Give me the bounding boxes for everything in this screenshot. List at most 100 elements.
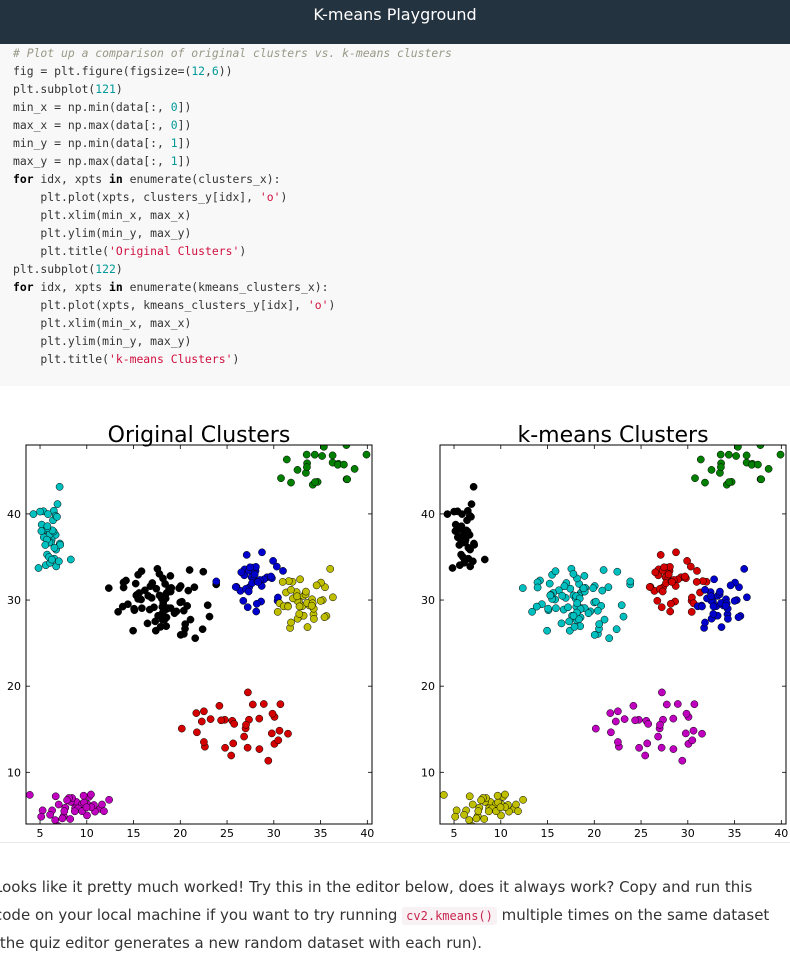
scatter-point xyxy=(518,584,527,592)
scatter-point xyxy=(716,587,724,596)
scatter-point xyxy=(692,578,701,586)
scatter-point xyxy=(243,743,252,752)
scatter-point xyxy=(564,603,572,612)
scatter-point xyxy=(734,613,743,622)
scatter-point xyxy=(229,739,238,748)
scatter-point xyxy=(698,729,706,738)
scatter-point xyxy=(320,445,328,451)
scatter-point xyxy=(199,567,208,576)
scatter-point xyxy=(672,548,680,557)
scatter-point xyxy=(455,541,464,549)
scatter-point xyxy=(54,800,63,809)
code-line: plt.subplot(121) xyxy=(13,82,123,96)
scatter-point xyxy=(303,463,311,472)
scatter-point xyxy=(231,583,240,591)
scatter-point xyxy=(743,593,751,602)
scatter-point xyxy=(51,792,60,801)
scatter-point xyxy=(764,465,773,473)
scatter-point xyxy=(255,714,264,723)
plot-figure: 5 10 15 20 25 30 35 40 10 20 30 40 Original Clusters… xyxy=(0,386,790,842)
scatter-point xyxy=(60,807,69,815)
scatter-point xyxy=(645,583,654,591)
scatter-point xyxy=(150,603,158,612)
y-tick-label: 30 xyxy=(7,594,21,607)
code-line: plt.ylim(min_y, max_y) xyxy=(13,226,192,240)
scatter-point xyxy=(709,602,718,611)
scatter-point xyxy=(296,575,304,584)
scatter-point xyxy=(177,724,186,733)
scatter-point xyxy=(258,548,266,557)
scatter-point xyxy=(467,512,475,521)
scatter-point xyxy=(493,791,502,800)
scatter-point xyxy=(119,583,128,592)
scatter-point xyxy=(501,790,509,799)
scatter-point xyxy=(269,557,277,565)
scatter-point xyxy=(519,795,527,804)
scatter-point xyxy=(303,623,312,631)
code-line: plt.title('Original Clusters') xyxy=(13,244,247,258)
scatter-point xyxy=(227,751,236,760)
scatter-point xyxy=(240,732,248,741)
scatter-point xyxy=(666,599,675,608)
scatter-point xyxy=(243,603,252,612)
scatter-point xyxy=(440,791,448,799)
code-line: max_y = np.max(data[:, 1]) xyxy=(13,154,192,168)
plot-frame xyxy=(25,444,373,825)
scatter-point xyxy=(613,567,622,576)
scatter-point xyxy=(669,714,678,723)
scatter-point xyxy=(644,720,653,728)
scatter-point xyxy=(70,807,79,816)
scatter-point xyxy=(660,563,668,572)
code-line: for idx, xpts in enumerate(clusters_x): xyxy=(13,172,281,186)
scatter-point xyxy=(620,715,629,723)
scatter-point xyxy=(267,572,275,581)
scatter-point xyxy=(159,599,168,608)
scatter-point xyxy=(754,460,762,469)
scatter-point xyxy=(50,543,59,552)
code-line: plt.xlim(min_x, max_x) xyxy=(13,316,192,330)
scatter-point xyxy=(37,527,46,535)
scatter-point xyxy=(573,599,582,608)
scatter-point xyxy=(654,732,662,741)
scatter-point xyxy=(629,701,638,710)
scatter-point xyxy=(721,601,730,610)
scatter-point xyxy=(710,575,718,584)
scatter-point xyxy=(626,577,635,586)
code-text: # Plot up a comparison of original clust… xyxy=(0,44,790,368)
x-tick-label: 30 xyxy=(681,827,695,840)
scatter-point xyxy=(612,625,621,634)
scatter-point xyxy=(606,709,615,717)
scatter-point xyxy=(206,715,215,723)
scatter-point xyxy=(717,623,726,631)
scatter-point xyxy=(668,578,676,586)
scatter-point xyxy=(528,607,536,616)
scatter-point xyxy=(230,720,239,728)
scatter-point xyxy=(137,567,146,576)
scatter-point xyxy=(657,603,666,612)
scatter-point xyxy=(681,729,690,738)
scatter-point xyxy=(461,555,470,564)
scatter-point xyxy=(181,620,190,628)
scatter-point xyxy=(552,604,560,613)
scatter-point xyxy=(66,815,75,823)
x-tick-label: 35 xyxy=(314,827,328,840)
prose-text-before: Looks like it pretty much worked! Try th… xyxy=(0,878,753,924)
code-line: plt.subplot(122) xyxy=(13,262,123,276)
scatter-point xyxy=(480,555,489,564)
scatter-point xyxy=(273,608,282,616)
scatter-point xyxy=(287,585,295,594)
scatter-point xyxy=(717,463,725,472)
scatter-point xyxy=(215,701,224,710)
scatter-point xyxy=(757,475,766,484)
scatter-point xyxy=(472,814,481,823)
prose-text-after: multiple times on the same dataset (the … xyxy=(0,905,770,953)
scatter-point xyxy=(316,597,325,605)
scatter-point xyxy=(118,602,127,611)
scatter-point xyxy=(252,607,261,616)
scatter-point xyxy=(662,700,671,709)
x-tick-label: 20 xyxy=(587,827,601,840)
scatter-point xyxy=(252,599,261,608)
scatter-point xyxy=(100,807,108,816)
scatter-point xyxy=(155,570,164,578)
scatter-point xyxy=(451,812,460,821)
